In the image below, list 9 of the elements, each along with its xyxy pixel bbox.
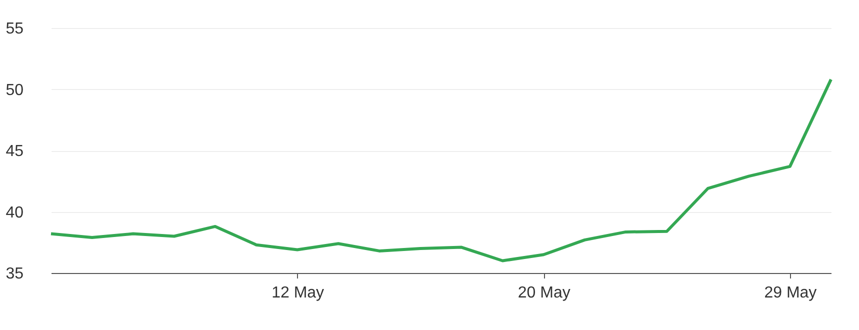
line-series	[50, 78, 832, 262]
x-tick-label: 29 May	[764, 284, 817, 302]
y-tick-label: 45	[6, 143, 24, 160]
y-tick-label: 55	[6, 20, 24, 38]
y-tick-label: 35	[6, 266, 24, 282]
y-tick-label: 40	[6, 204, 24, 222]
x-tick-label: 20 May	[518, 284, 570, 302]
y-tick-label: 50	[6, 82, 24, 99]
x-tick-label: 12 May	[272, 284, 324, 302]
